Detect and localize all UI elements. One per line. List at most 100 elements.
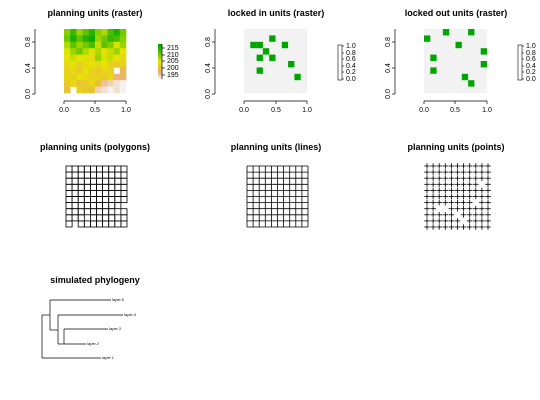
point-marker bbox=[436, 212, 442, 218]
point-marker bbox=[473, 187, 479, 194]
polygon-cell bbox=[90, 183, 97, 191]
raster-cell bbox=[119, 29, 127, 36]
polygon-cell bbox=[83, 202, 91, 210]
point-marker bbox=[466, 218, 473, 224]
polygon-cell bbox=[96, 165, 103, 173]
polygon-cell bbox=[77, 196, 85, 203]
raster-cell bbox=[119, 41, 127, 49]
point-marker bbox=[479, 218, 485, 224]
polygon-cell bbox=[120, 171, 128, 179]
locked-out-legend-bar bbox=[517, 44, 523, 81]
raster-cell bbox=[119, 67, 127, 75]
missing-segment bbox=[265, 209, 271, 215]
point-marker bbox=[473, 224, 479, 230]
point-marker bbox=[460, 163, 467, 169]
x-tick-label: 0.0 bbox=[59, 107, 69, 114]
legend-tick-label: 0.0 bbox=[346, 76, 356, 83]
polygon-cell bbox=[83, 189, 91, 197]
x-tick-label: 1.0 bbox=[121, 107, 131, 114]
legend-tick-label: 215 bbox=[167, 45, 179, 52]
polygon-cell bbox=[120, 208, 128, 216]
polygon-cell bbox=[90, 220, 97, 228]
legend-swatch bbox=[158, 67, 162, 69]
tip-label: layer.4 bbox=[124, 312, 137, 317]
raster-cell bbox=[76, 29, 83, 36]
point-marker bbox=[479, 175, 485, 181]
raster-cell bbox=[119, 54, 127, 62]
point-marker bbox=[466, 224, 473, 230]
point-marker bbox=[424, 193, 430, 200]
polygon-cell bbox=[83, 171, 91, 179]
raster-cell bbox=[107, 80, 114, 87]
raster-cell bbox=[64, 54, 71, 62]
polygon-cell bbox=[90, 177, 97, 185]
polygon-cell bbox=[71, 189, 79, 197]
locked-out-cells bbox=[424, 29, 487, 87]
polygon-cell bbox=[83, 208, 91, 216]
polygon-cell bbox=[114, 189, 122, 197]
tip-label: layer.5 bbox=[112, 297, 125, 302]
raster-cell bbox=[70, 29, 77, 36]
point-marker bbox=[430, 163, 436, 169]
points-panel bbox=[424, 163, 491, 230]
raster-cell bbox=[64, 29, 71, 36]
raster-cell bbox=[119, 35, 127, 43]
legend-swatch bbox=[158, 68, 162, 70]
polygon-cell bbox=[96, 214, 103, 222]
point-marker bbox=[485, 199, 491, 206]
point-marker bbox=[442, 199, 449, 206]
raster-cell bbox=[82, 29, 90, 36]
raster-cell bbox=[95, 48, 102, 55]
polygon-cell bbox=[65, 196, 73, 203]
polygon-cell bbox=[71, 196, 79, 203]
raster-cell bbox=[70, 80, 77, 87]
raster-cell bbox=[101, 73, 108, 81]
point-marker bbox=[430, 205, 436, 212]
point-marker bbox=[473, 181, 479, 188]
legend-tick-label: 210 bbox=[167, 52, 179, 59]
raster-cell bbox=[76, 54, 83, 62]
raster-cell bbox=[113, 48, 121, 55]
point-marker bbox=[442, 224, 449, 230]
legend-swatch bbox=[158, 63, 162, 66]
polygon-cell bbox=[65, 177, 73, 185]
polygon-cell bbox=[102, 183, 110, 191]
polygon-cell bbox=[90, 189, 97, 197]
polygon-cell bbox=[102, 171, 110, 179]
point-marker bbox=[485, 187, 491, 194]
y-tick-label: 0.0 bbox=[25, 89, 32, 99]
point-marker bbox=[430, 175, 436, 181]
legend-tick-label: 1.0 bbox=[346, 43, 356, 50]
raster-cell bbox=[64, 73, 71, 81]
raster-cell bbox=[64, 80, 71, 87]
polygon-cell bbox=[102, 220, 110, 228]
point-marker bbox=[454, 224, 461, 230]
point-marker bbox=[436, 199, 442, 206]
raster-cell bbox=[107, 67, 114, 75]
point-marker bbox=[485, 218, 491, 224]
legend-tick-label: 0.6 bbox=[526, 56, 536, 63]
raster-cell bbox=[76, 86, 83, 94]
polygon-cell bbox=[96, 177, 103, 185]
legend-swatch bbox=[158, 72, 162, 74]
raster-cell bbox=[82, 86, 90, 94]
raster-cell bbox=[82, 35, 90, 43]
y-tick-label: 0.4 bbox=[25, 63, 32, 73]
locked-cell bbox=[430, 54, 437, 61]
raster-cell bbox=[88, 29, 96, 36]
x-tick-label: 0.0 bbox=[239, 107, 249, 114]
locked-cell bbox=[256, 41, 263, 49]
locked-cell bbox=[480, 48, 487, 55]
raster-cell bbox=[113, 61, 121, 68]
panel-title-lines: planning units (lines) bbox=[231, 142, 322, 152]
legend-swatch bbox=[158, 56, 162, 59]
raster-cell bbox=[70, 41, 77, 49]
polygon-cell bbox=[71, 208, 79, 216]
point-marker bbox=[473, 193, 479, 200]
point-marker bbox=[466, 175, 473, 181]
point-marker bbox=[460, 169, 467, 175]
polygon-cell bbox=[96, 196, 103, 203]
lines-panel bbox=[246, 165, 309, 228]
polygon-cell bbox=[77, 189, 85, 197]
locked-cell bbox=[480, 61, 487, 68]
